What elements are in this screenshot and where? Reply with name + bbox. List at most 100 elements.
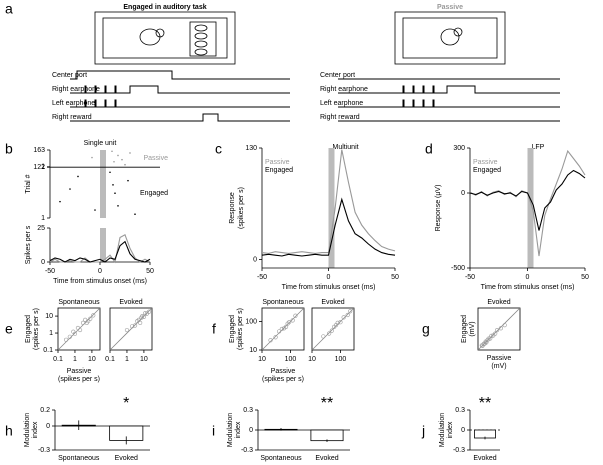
panel-title: Evoked: [119, 299, 142, 306]
y-tick-label: 10: [45, 313, 53, 320]
panel-title: Engaged in auditory task: [123, 4, 206, 11]
scatter-point: [494, 328, 500, 333]
spike: [91, 156, 93, 159]
trace: [261, 149, 396, 254]
scatter-point: [91, 313, 96, 318]
spike: [134, 213, 136, 216]
significance: **: [321, 395, 333, 412]
scatter-point: [140, 313, 145, 319]
unity-line: [57, 307, 101, 351]
scatter-point: [290, 318, 295, 323]
panel-a-art: [70, 11, 560, 122]
x-tick-label: -50: [45, 268, 55, 275]
y-axis-label: (mV): [469, 321, 476, 336]
scatter-point: [138, 320, 143, 325]
legend-label: Engaged: [140, 190, 168, 197]
y-axis-label: Trial #: [25, 174, 32, 193]
y-tick-label: -500: [451, 265, 465, 272]
x-tick-label: 50: [391, 274, 399, 281]
y-axis-label: Engaged: [229, 315, 236, 343]
scatter-point: [498, 326, 504, 331]
panel-label: h: [5, 423, 13, 439]
x-axis-label: Passive: [271, 368, 296, 375]
legend-label: Engaged: [265, 167, 293, 174]
y-tick-label: -0.3: [241, 447, 253, 454]
y-tick-label: -0.3: [38, 447, 50, 454]
x-tick-label: -50: [257, 274, 267, 281]
row-label: Left earphone: [52, 100, 95, 107]
scatter-point: [77, 327, 83, 333]
scatter-point: [484, 340, 489, 345]
legend-label: Passive: [473, 159, 498, 166]
unity-line: [109, 307, 153, 351]
scatter-point: [279, 326, 284, 332]
x-tick-label: Spontaneous: [58, 455, 100, 462]
y-tick-label: 0.3: [455, 407, 465, 414]
scatter-point: [488, 336, 493, 341]
panel-title: Spontaneous: [58, 299, 100, 306]
x-tick-label: 10: [258, 356, 266, 363]
x-tick-label: 100: [285, 356, 297, 363]
significance: *: [123, 395, 129, 412]
x-tick-label: 10: [88, 356, 96, 363]
x-tick-label: Spontaneous: [260, 455, 302, 462]
scatter-point: [132, 323, 138, 328]
scatter-point: [348, 309, 353, 314]
x-tick-label: 50: [581, 274, 589, 281]
y-tick-label: 0: [249, 427, 253, 434]
x-axis-label: (mV): [491, 363, 506, 370]
bar: [310, 429, 344, 442]
y-tick-label: 1: [49, 330, 53, 337]
scatter-point: [345, 312, 350, 318]
y-tick-label: 122: [33, 164, 45, 171]
x-axis-label: Time from stimulus onset (ms): [53, 278, 147, 285]
row-label: Center port: [320, 72, 355, 79]
x-tick-label: 10: [308, 356, 316, 363]
x-tick-label: 1: [125, 356, 129, 363]
scatter-point: [277, 329, 282, 334]
trace: [469, 169, 586, 231]
spike: [121, 158, 123, 161]
spike: [117, 154, 119, 157]
panel-title: LFP: [532, 144, 545, 151]
spike: [129, 152, 131, 154]
x-tick-label: Evoked: [115, 455, 138, 462]
y-axis-label: index: [32, 421, 39, 438]
panel-title: Spontaneous: [262, 299, 304, 306]
scatter-point: [143, 311, 148, 316]
scatter-point: [293, 313, 298, 318]
x-axis-label: Passive: [487, 355, 512, 362]
scatter-point: [273, 335, 278, 340]
scatter-point: [338, 320, 343, 325]
spike: [111, 150, 113, 153]
scatter-point: [129, 324, 135, 329]
panel-title: Passive: [437, 4, 463, 11]
x-tick-label: 10: [140, 356, 148, 363]
spike: [59, 200, 61, 203]
scatter-point: [86, 319, 91, 324]
panel-label: a: [5, 1, 13, 17]
x-axis-label: (spikes per s): [262, 376, 304, 383]
spike: [69, 188, 71, 190]
row-label: Right reward: [320, 114, 360, 121]
x-axis-label: Passive: [67, 368, 92, 375]
significance: **: [479, 395, 491, 412]
legend-label: Passive: [143, 155, 168, 162]
panel-title: Multiunit: [333, 144, 359, 151]
y-tick-label: 1: [41, 164, 45, 171]
x-tick-label: 0: [327, 274, 331, 281]
y-tick-label: 0: [461, 427, 465, 434]
plot-frame: [57, 307, 101, 351]
y-tick-label: 0.3: [243, 407, 253, 414]
scatter-point: [88, 316, 93, 321]
scatter-point: [287, 320, 292, 325]
y-tick-label: 0: [461, 190, 465, 197]
scatter-point: [71, 329, 76, 334]
plot-frame: [311, 307, 355, 351]
row-label: Right reward: [52, 114, 92, 121]
y-axis-label: Response (μV): [435, 185, 442, 232]
scatter-point: [493, 331, 498, 336]
y-axis-label: index: [235, 421, 242, 438]
stimulus-bar: [100, 150, 106, 218]
